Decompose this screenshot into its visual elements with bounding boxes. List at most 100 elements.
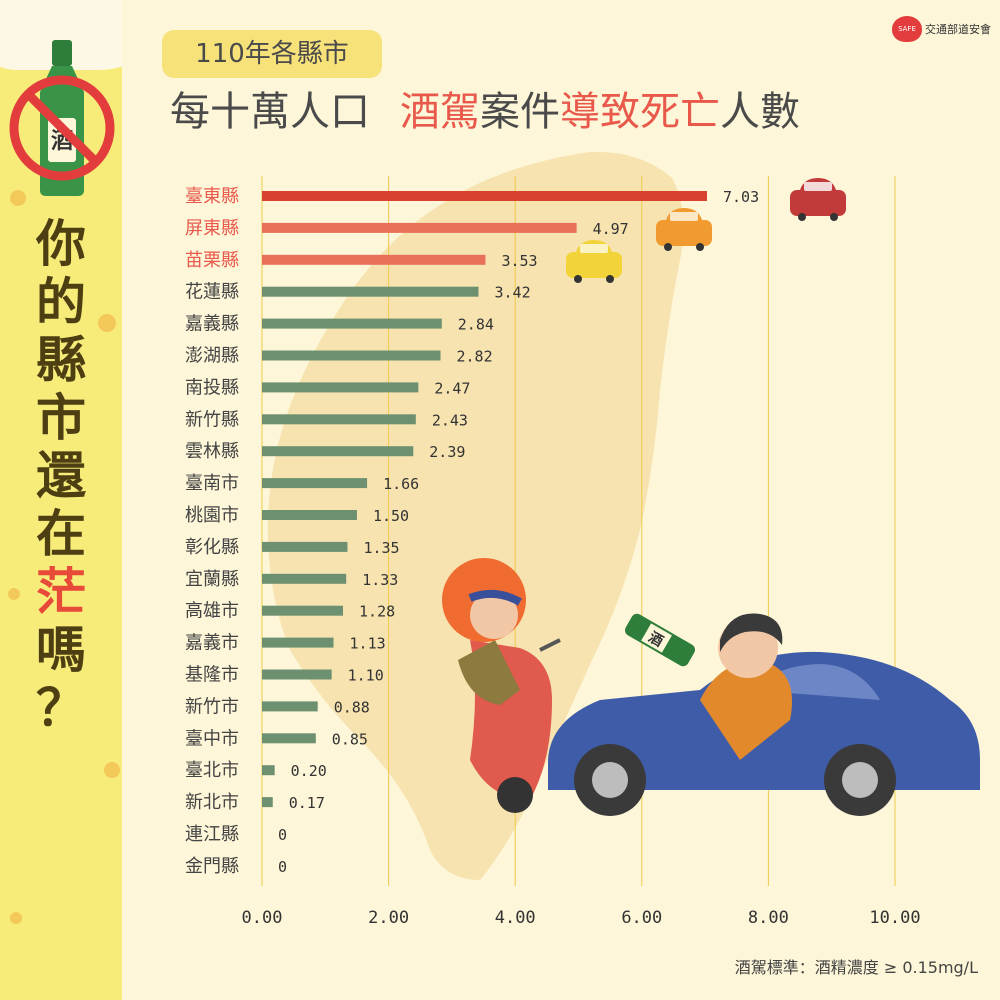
category-label: 連江縣: [185, 824, 239, 845]
bar: [262, 414, 416, 425]
x-tick-label: 4.00: [495, 908, 536, 928]
chart-bars: 臺東縣 7.03 屏東縣 4.97 苗栗縣 3.53 花蓮縣 3.42 嘉義縣 2.84 澎湖縣 2.…: [185, 186, 759, 877]
page-title: 每十萬人口 酒駕案件導致死亡人數: [170, 84, 800, 140]
category-label: 臺東縣: [185, 186, 239, 207]
category-label: 嘉義市: [185, 633, 239, 654]
x-tick-label: 10.00: [869, 908, 920, 928]
value-label: 2.82: [457, 348, 493, 366]
bottle-label: 酒: [645, 629, 665, 650]
value-label: 1.28: [359, 603, 395, 621]
value-label: 0.85: [332, 730, 368, 748]
drunk-driver-car-illustration: 酒: [548, 613, 980, 816]
sidebar-question-char: 你: [36, 215, 86, 273]
value-label: 7.03: [723, 188, 759, 206]
bar: [262, 637, 334, 648]
bar: [262, 733, 316, 744]
sidebar-question: 你的縣市還在茫嗎？: [28, 215, 94, 737]
value-label: 1.33: [362, 571, 398, 589]
category-label: 臺南市: [185, 473, 239, 494]
scooter-rider-illustration: [442, 558, 561, 813]
value-label: 2.47: [434, 379, 470, 397]
title-part: 每十萬人口: [170, 89, 370, 135]
taiwan-map-silhouette: [267, 151, 684, 880]
category-label: 基隆市: [185, 665, 239, 686]
yellow-car-icon: [566, 240, 622, 283]
sidebar-question-char: 的: [36, 273, 86, 331]
value-label: 1.50: [373, 507, 409, 525]
title-part: 人數: [720, 89, 800, 135]
value-label: 2.39: [429, 443, 465, 461]
value-label: 4.97: [593, 220, 629, 238]
value-label: 3.42: [494, 284, 530, 302]
bar: [262, 222, 577, 233]
bar: [262, 191, 707, 201]
category-label: 澎湖縣: [185, 346, 239, 367]
bar: [262, 382, 419, 393]
year-tag: 110年各縣市: [162, 30, 382, 78]
x-tick-label: 8.00: [748, 908, 789, 928]
bar: [262, 605, 344, 616]
bar: [262, 478, 368, 489]
title-highlight: 酒駕: [400, 89, 480, 135]
category-label: 宜蘭縣: [185, 569, 239, 590]
title-part: 案件: [480, 89, 560, 135]
category-label: 彰化縣: [185, 537, 239, 558]
category-label: 桃園市: [185, 505, 239, 526]
category-label: 新竹市: [185, 696, 239, 717]
decor-dot: [98, 314, 116, 332]
category-label: 高雄市: [185, 601, 239, 622]
bar: [262, 797, 273, 808]
value-label: 1.35: [363, 539, 399, 557]
sidebar-question-char: 市: [36, 389, 86, 447]
category-label: 苗栗縣: [185, 250, 239, 271]
x-tick-label: 2.00: [368, 908, 409, 928]
value-label: 2.84: [458, 316, 494, 334]
value-label: 2.43: [432, 411, 468, 429]
category-label: 嘉義縣: [185, 314, 239, 335]
decor-dot: [8, 588, 20, 600]
red-car-icon: [790, 178, 846, 221]
bar: [262, 669, 332, 680]
agency-logo: SAFE 交通部道安會: [892, 16, 991, 42]
bar: [262, 701, 318, 712]
sidebar-question-char: 嗎: [36, 621, 86, 679]
bar: [262, 510, 357, 520]
decor-dot: [10, 912, 22, 924]
orange-car-icon: [656, 208, 712, 251]
bar: [262, 350, 441, 361]
sidebar-question-char: 在: [36, 505, 86, 563]
value-label: 1.13: [350, 635, 386, 653]
decor-dot: [10, 190, 26, 206]
category-label: 臺中市: [185, 728, 239, 749]
category-label: 臺北市: [185, 760, 239, 781]
category-label: 新竹縣: [185, 409, 239, 430]
bar: [262, 573, 347, 584]
category-label: 屏東縣: [185, 218, 239, 239]
sidebar-question-char: ？: [36, 679, 86, 737]
value-label: 0.20: [291, 762, 327, 780]
bar: [262, 254, 486, 265]
bar: [262, 541, 348, 552]
value-label: 0.17: [289, 794, 325, 812]
category-label: 南投縣: [185, 377, 239, 398]
x-tick-label: 6.00: [621, 908, 662, 928]
bar: [262, 286, 479, 297]
category-label: 金門縣: [185, 856, 239, 877]
sidebar-question-char: 茫: [36, 563, 86, 621]
heart-logo-icon: SAFE: [892, 16, 922, 42]
decor-dot: [104, 762, 120, 778]
no-drinking-icon: 酒: [9, 40, 115, 196]
category-label: 新北市: [185, 792, 239, 813]
category-label: 花蓮縣: [185, 282, 239, 303]
value-label: 0: [278, 826, 287, 844]
sidebar-question-char: 縣: [36, 331, 86, 389]
category-label: 雲林縣: [185, 441, 239, 462]
value-label: 0: [278, 858, 287, 876]
value-label: 1.10: [348, 667, 384, 685]
title-highlight: 導致死亡: [560, 89, 720, 135]
value-label: 0.88: [334, 698, 370, 716]
drunk-driving-standard-note: 酒駕標準：酒精濃度 ≥ 0.15mg/L: [734, 958, 978, 977]
x-tick-label: 0.00: [242, 908, 283, 928]
value-label: 1.66: [383, 475, 419, 493]
